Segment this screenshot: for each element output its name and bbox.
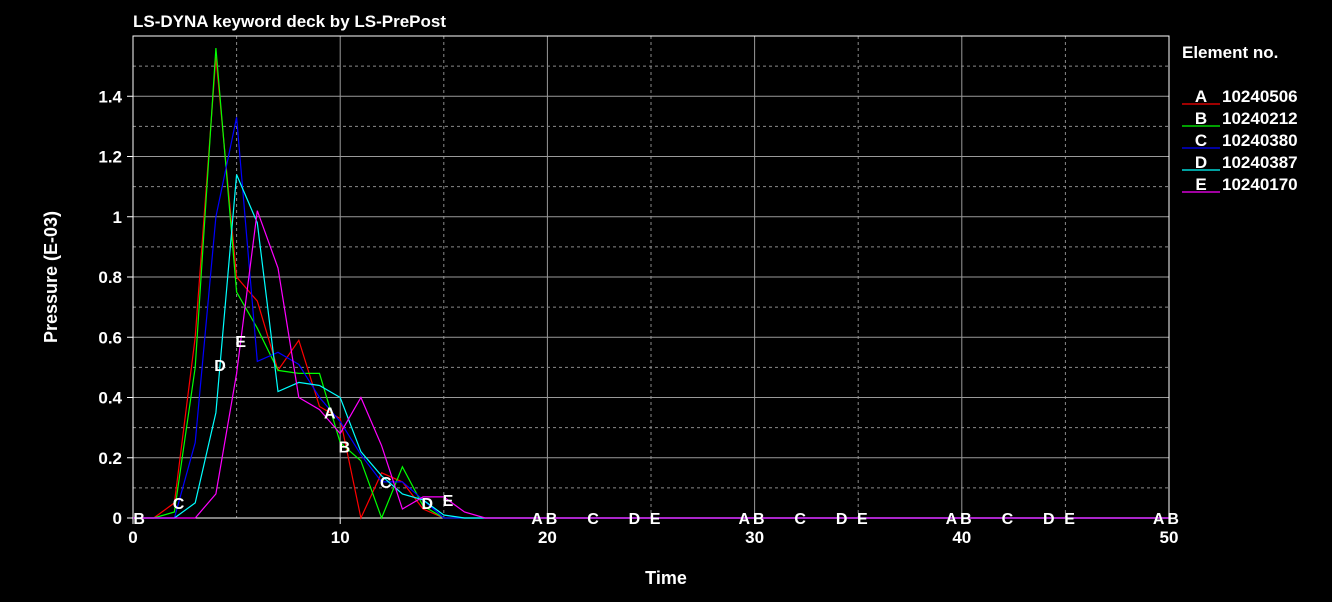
x-tick-label: 20 (538, 528, 557, 547)
legend-letter: B (1195, 109, 1207, 128)
series-marker-c: C (173, 496, 185, 513)
y-axis-label: Pressure (E-03) (41, 211, 61, 343)
legend-letter: D (1195, 153, 1207, 172)
series-line-d (133, 174, 1169, 519)
legend-letter: C (1195, 131, 1207, 150)
legend-entry: 10240380 (1222, 131, 1298, 150)
series-marker-a: A (738, 511, 750, 528)
y-tick-label: 0.2 (98, 449, 122, 468)
series-marker-c: C (1002, 511, 1014, 528)
series-marker-d: D (1043, 511, 1055, 528)
legend-entry: 10240170 (1222, 175, 1298, 194)
x-axis-label: Time (645, 568, 687, 588)
legend: Element no. A 10240506 B 10240212 C 10240380 D… (1182, 43, 1298, 194)
y-tick-label: 0 (113, 509, 122, 528)
x-tick-label: 40 (952, 528, 971, 547)
series-marker-d: D (214, 358, 226, 375)
y-tick-label: 1.2 (98, 148, 122, 167)
series-marker-d: D (629, 511, 641, 528)
y-tick-label: 1.4 (98, 87, 122, 106)
x-tick-label: 0 (128, 528, 137, 547)
series-line-e (133, 210, 1169, 519)
series-marker-b: B (753, 511, 765, 528)
y-tick-label: 0.8 (98, 268, 122, 287)
y-tick-label: 1 (113, 208, 122, 227)
series-marker-a: A (1153, 511, 1165, 528)
series-marker-e: E (857, 511, 868, 528)
series-marker-b: B (960, 511, 972, 528)
series-marker-b: B (339, 439, 351, 456)
series-marker-c: C (587, 511, 599, 528)
legend-title: Element no. (1182, 43, 1278, 62)
series-line-c (133, 117, 1169, 519)
series-marker-a: A (946, 511, 958, 528)
series-marker-d: D (421, 496, 433, 513)
series-marker-a: A (324, 406, 336, 423)
chart-title: LS-DYNA keyword deck by LS-PrePost (133, 12, 446, 31)
legend-entry: 10240506 (1222, 87, 1298, 106)
x-tick-label: 30 (745, 528, 764, 547)
y-tick-label: 0.4 (98, 389, 122, 408)
series-marker-b: B (133, 511, 145, 528)
series-marker-a: A (531, 511, 543, 528)
legend-letter: A (1195, 87, 1207, 106)
legend-letter: E (1195, 175, 1206, 194)
axis-ticks: 0 10 20 30 40 50 0 0.2 0.4 0.6 0.8 1 1.2 1.4 (98, 87, 1178, 547)
x-tick-label: 10 (331, 528, 350, 547)
series-marker-b: B (546, 511, 558, 528)
series-marker-e: E (443, 493, 454, 510)
legend-entry: 10240387 (1222, 153, 1298, 172)
legend-entry: 10240212 (1222, 109, 1298, 128)
series-marker-e: E (1064, 511, 1075, 528)
series-marker-c: C (380, 475, 392, 492)
series-marker-e: E (650, 511, 661, 528)
y-tick-label: 0.6 (98, 328, 122, 347)
series-marker-d: D (836, 511, 848, 528)
series-marker-b: B (1167, 511, 1179, 528)
x-tick-label: 50 (1160, 528, 1179, 547)
grid (132, 35, 1170, 519)
series-marker-e: E (235, 334, 246, 351)
series-lines (133, 48, 1169, 520)
series-marker-c: C (794, 511, 806, 528)
